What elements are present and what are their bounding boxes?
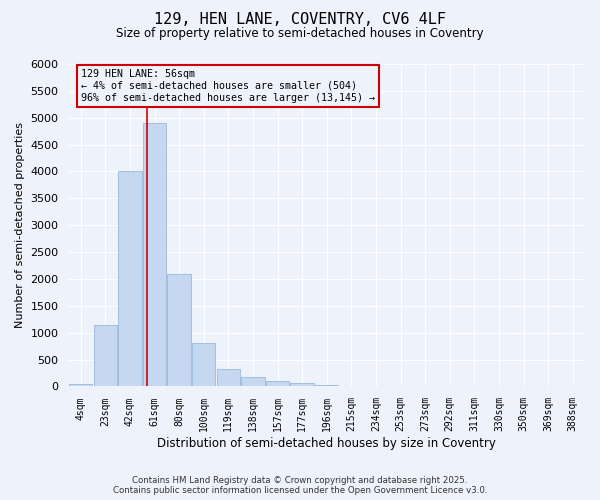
Bar [118,172,142,386]
Bar [290,383,314,386]
Bar [217,368,240,386]
Bar [143,123,166,386]
Text: 129 HEN LANE: 56sqm
← 4% of semi-detached houses are smaller (504)
96% of semi-d: 129 HEN LANE: 56sqm ← 4% of semi-detache… [81,70,375,102]
Y-axis label: Number of semi-detached properties: Number of semi-detached properties [15,122,25,328]
Bar [315,385,338,386]
X-axis label: Distribution of semi-detached houses by size in Coventry: Distribution of semi-detached houses by … [157,437,496,450]
Bar [167,274,191,386]
Text: Size of property relative to semi-detached houses in Coventry: Size of property relative to semi-detach… [116,28,484,40]
Bar [94,324,117,386]
Bar [266,380,289,386]
Bar [241,378,265,386]
Text: Contains HM Land Registry data © Crown copyright and database right 2025.
Contai: Contains HM Land Registry data © Crown c… [113,476,487,495]
Text: 129, HEN LANE, COVENTRY, CV6 4LF: 129, HEN LANE, COVENTRY, CV6 4LF [154,12,446,28]
Bar [192,344,215,386]
Bar [69,384,92,386]
